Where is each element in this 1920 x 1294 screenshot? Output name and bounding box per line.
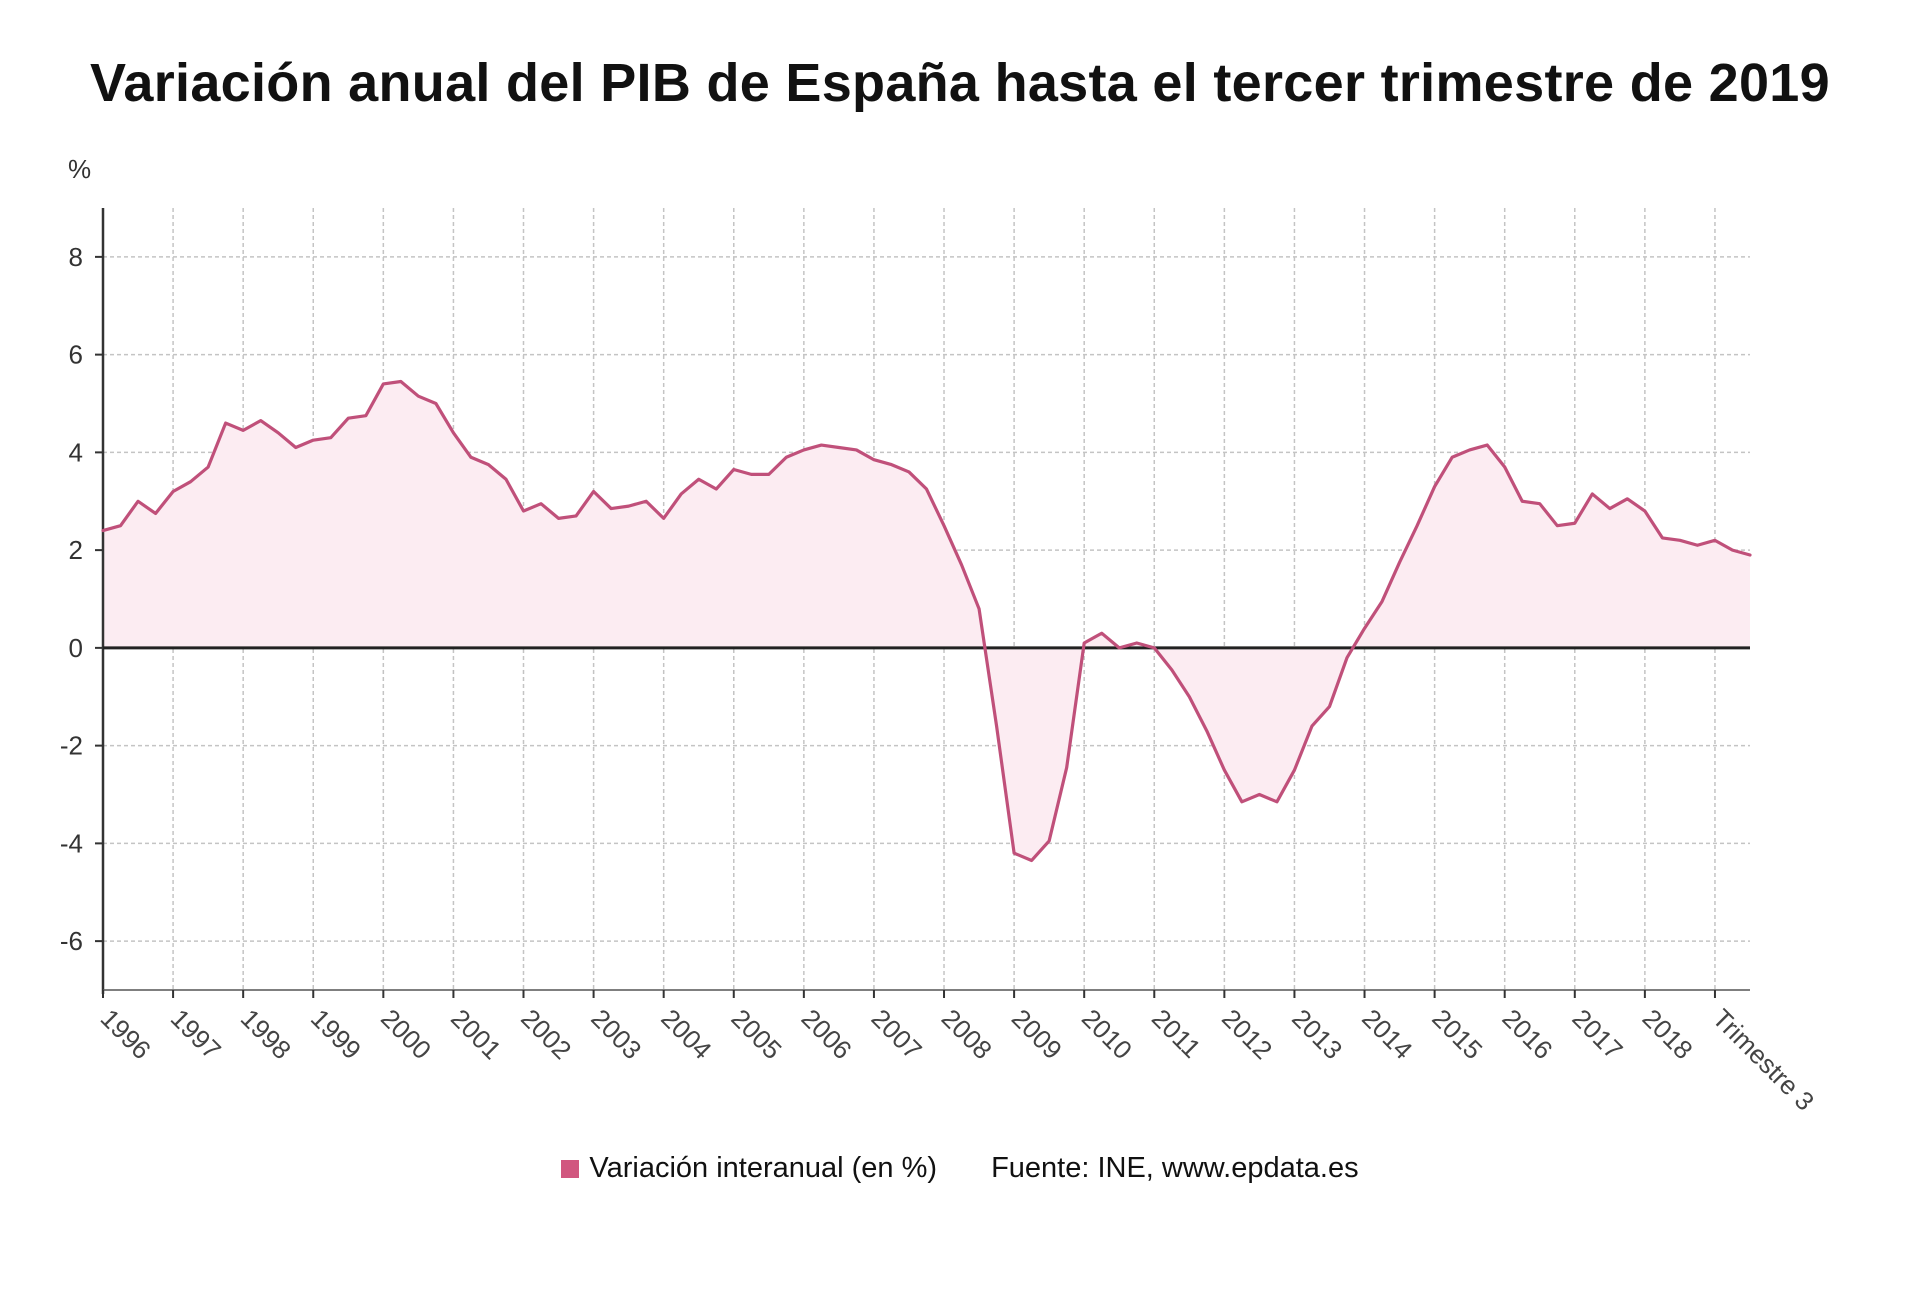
y-tick-label: -4: [60, 828, 83, 858]
x-tick-label: Trimestre 3: [1707, 1003, 1820, 1116]
x-tick-label: 1999: [305, 1003, 367, 1065]
legend: Variación interanual (en %) Fuente: INE, …: [0, 1152, 1920, 1185]
x-tick-label: 2018: [1637, 1003, 1699, 1065]
x-tick-label: 2011: [1146, 1003, 1207, 1064]
x-tick-label: 2015: [1426, 1003, 1488, 1065]
x-axis-ticks: 1996 1997 1998 1999 2000 2001 2002 2003 2004 2005…: [95, 990, 1820, 1117]
legend-series-label: Variación interanual (en %): [589, 1152, 938, 1184]
axes: [101, 208, 1750, 994]
x-tick-label: 2016: [1496, 1003, 1558, 1065]
y-tick-label: 6: [69, 340, 83, 370]
x-tick-label: 2013: [1286, 1003, 1348, 1065]
y-tick-label: 0: [69, 633, 83, 663]
y-tick-label: 2: [69, 535, 83, 565]
y-axis-ticks: -6 -4 -2 0 2 4 6 8: [60, 242, 103, 956]
x-tick-label: 2012: [1216, 1003, 1278, 1065]
x-tick-label: 2014: [1356, 1003, 1418, 1065]
x-tick-label: 1997: [165, 1003, 227, 1065]
x-tick-label: 2002: [515, 1003, 577, 1065]
x-tick-label: 2009: [1006, 1003, 1068, 1065]
x-tick-label: 1998: [235, 1003, 297, 1065]
series-area-fill: [103, 381, 1750, 861]
x-tick-label: 2000: [375, 1003, 437, 1065]
legend-swatch: [561, 1160, 580, 1178]
x-tick-label: 2006: [796, 1003, 858, 1065]
x-tick-label: 2004: [655, 1003, 717, 1065]
x-tick-label: 2001: [445, 1003, 507, 1065]
y-tick-label: -6: [60, 926, 83, 956]
x-tick-label: 1996: [95, 1003, 157, 1065]
y-tick-label: 4: [69, 437, 83, 467]
series-layer: [101, 379, 1752, 863]
chart-title: Variación anual del PIB de España hasta …: [90, 53, 1830, 113]
y-axis-unit-label: %: [68, 154, 91, 184]
series-line: [101, 379, 1752, 863]
y-tick-label: -2: [60, 731, 83, 761]
x-tick-label: 2003: [585, 1003, 647, 1065]
x-tick-label: 2007: [866, 1003, 928, 1065]
x-tick-label: 2017: [1567, 1003, 1629, 1065]
x-tick-label: 2008: [936, 1003, 998, 1065]
area-layer: [103, 381, 1750, 861]
source-note: Fuente: INE, www.epdata.es: [991, 1152, 1359, 1184]
x-tick-label: 2010: [1076, 1003, 1138, 1065]
x-tick-label: 2005: [726, 1003, 788, 1065]
y-tick-label: 8: [69, 242, 83, 272]
